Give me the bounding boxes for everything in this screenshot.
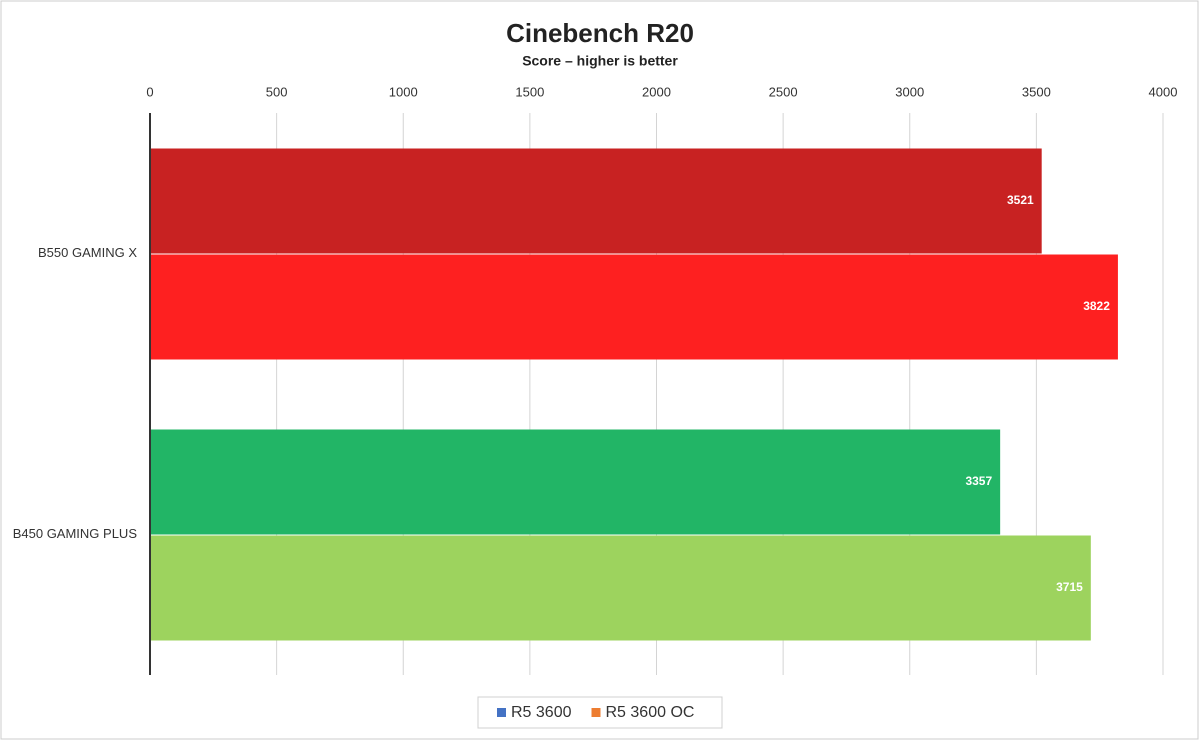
x-tick-label: 3000: [895, 84, 924, 99]
data-label: 3822: [1083, 299, 1110, 313]
data-label: 3357: [965, 474, 992, 488]
y-tick-label: B450 GAMING PLUS: [13, 526, 138, 541]
bar: [150, 148, 1042, 254]
legend-label: R5 3600: [511, 704, 572, 721]
y-tick-label: B550 GAMING X: [38, 245, 137, 260]
data-label: 3521: [1007, 193, 1034, 207]
bar: [150, 429, 1001, 535]
chart-subtitle: Score – higher is better: [522, 53, 678, 69]
x-tick-label: 3500: [1022, 84, 1051, 99]
x-tick-label: 0: [146, 84, 153, 99]
x-tick-label: 1500: [515, 84, 544, 99]
legend-label: R5 3600 OC: [606, 704, 695, 721]
x-tick-label: 2500: [769, 84, 798, 99]
x-tick-label: 1000: [389, 84, 418, 99]
chart-title: Cinebench R20: [506, 18, 694, 48]
bar: [150, 254, 1118, 360]
data-label: 3715: [1056, 580, 1083, 594]
x-tick-label: 2000: [642, 84, 671, 99]
bar: [150, 535, 1091, 641]
legend-swatch: [591, 708, 601, 717]
x-tick-label: 500: [266, 84, 288, 99]
legend-swatch: [497, 708, 506, 717]
x-tick-label: 4000: [1149, 84, 1178, 99]
